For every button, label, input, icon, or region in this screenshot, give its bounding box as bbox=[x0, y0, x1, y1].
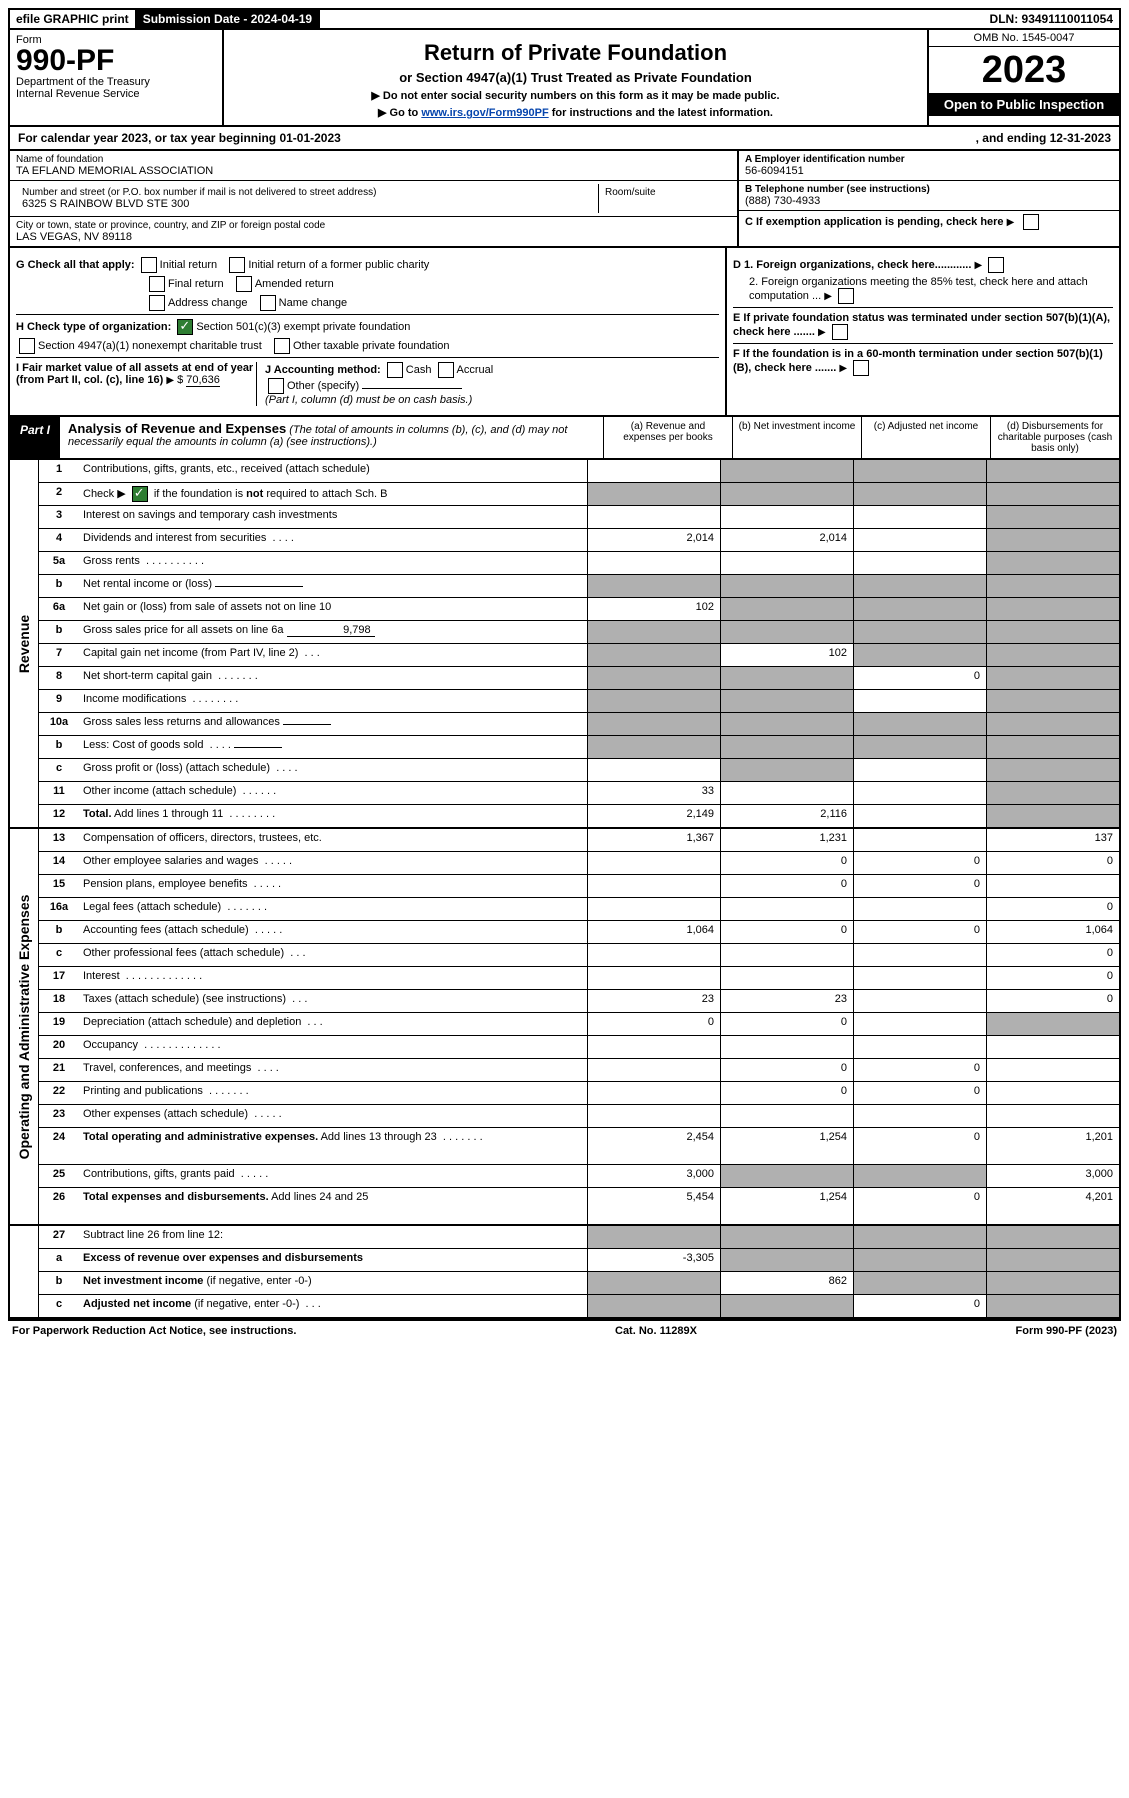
name-change-checkbox[interactable] bbox=[260, 295, 276, 311]
form-title: Return of Private Foundation bbox=[230, 40, 921, 66]
foundation-name-cell: Name of foundation TA EFLAND MEMORIAL AS… bbox=[10, 151, 737, 181]
phone-cell: B Telephone number (see instructions) (8… bbox=[739, 181, 1119, 211]
col-a-header: (a) Revenue and expenses per books bbox=[603, 417, 732, 458]
phone-value: (888) 730-4933 bbox=[745, 195, 1113, 207]
exemption-checkbox[interactable] bbox=[1023, 214, 1039, 230]
expenses-table: Operating and Administrative Expenses 13… bbox=[8, 829, 1121, 1226]
topbar: efile GRAPHIC print Submission Date - 20… bbox=[8, 8, 1121, 30]
part1-title: Analysis of Revenue and Expenses (The to… bbox=[60, 417, 603, 458]
final-return-checkbox[interactable] bbox=[149, 276, 165, 292]
foundation-name: TA EFLAND MEMORIAL ASSOCIATION bbox=[16, 165, 731, 177]
initial-return-checkbox[interactable] bbox=[141, 257, 157, 273]
revenue-table: Revenue 1Contributions, gifts, grants, e… bbox=[8, 460, 1121, 829]
part1-header: Part I Analysis of Revenue and Expenses … bbox=[8, 417, 1121, 460]
omb-number: OMB No. 1545-0047 bbox=[929, 30, 1119, 47]
col-d-header: (d) Disbursements for charitable purpose… bbox=[990, 417, 1119, 458]
calyear-end: , and ending 12-31-2023 bbox=[976, 131, 1111, 145]
exemption-pending-cell: C If exemption application is pending, c… bbox=[739, 211, 1119, 233]
check-right: D 1. Foreign organizations, check here..… bbox=[725, 248, 1119, 415]
efile-print[interactable]: efile GRAPHIC print bbox=[10, 10, 137, 28]
other-taxable-checkbox[interactable] bbox=[274, 338, 290, 354]
city-state-zip: LAS VEGAS, NV 89118 bbox=[16, 231, 731, 243]
check-section: G Check all that apply: Initial return I… bbox=[8, 248, 1121, 417]
open-to-public: Open to Public Inspection bbox=[929, 93, 1119, 116]
form-header: Form 990-PF Department of the Treasury I… bbox=[8, 30, 1121, 127]
ein-cell: A Employer identification number 56-6094… bbox=[739, 151, 1119, 181]
city-cell: City or town, state or province, country… bbox=[10, 217, 737, 246]
page-footer: For Paperwork Reduction Act Notice, see … bbox=[8, 1319, 1121, 1341]
room-suite-label: Room/suite bbox=[605, 187, 725, 198]
amended-return-checkbox[interactable] bbox=[236, 276, 252, 292]
ein-value: 56-6094151 bbox=[745, 165, 1113, 177]
calyear-begin: For calendar year 2023, or tax year begi… bbox=[18, 131, 341, 145]
arrow-icon bbox=[1007, 216, 1018, 228]
507b1b-checkbox[interactable] bbox=[853, 360, 869, 376]
line27-table: 27Subtract line 26 from line 12: aExcess… bbox=[8, 1226, 1121, 1319]
accrual-checkbox[interactable] bbox=[438, 362, 454, 378]
form-ref: Form 990-PF (2023) bbox=[1016, 1325, 1117, 1337]
501c3-checkbox[interactable] bbox=[177, 319, 193, 335]
header-mid: Return of Private Foundation or Section … bbox=[224, 30, 927, 125]
irs: Internal Revenue Service bbox=[16, 88, 216, 100]
tax-year: 2023 bbox=[929, 47, 1119, 93]
instr-1: ▶ Do not enter social security numbers o… bbox=[230, 89, 921, 102]
cash-checkbox[interactable] bbox=[387, 362, 403, 378]
col-b-header: (b) Net investment income bbox=[732, 417, 861, 458]
instr-2: ▶ Go to www.irs.gov/Form990PF for instru… bbox=[230, 106, 921, 119]
header-left: Form 990-PF Department of the Treasury I… bbox=[10, 30, 224, 125]
foreign-org-checkbox[interactable] bbox=[988, 257, 1004, 273]
schb-checkbox[interactable] bbox=[132, 486, 148, 502]
street-address: 6325 S RAINBOW BLVD STE 300 bbox=[22, 198, 592, 210]
calendar-year-row: For calendar year 2023, or tax year begi… bbox=[8, 127, 1121, 151]
former-charity-checkbox[interactable] bbox=[229, 257, 245, 273]
507b1a-checkbox[interactable] bbox=[832, 324, 848, 340]
form-subtitle: or Section 4947(a)(1) Trust Treated as P… bbox=[230, 70, 921, 85]
paperwork-notice: For Paperwork Reduction Act Notice, see … bbox=[12, 1325, 296, 1337]
cat-number: Cat. No. 11289X bbox=[615, 1325, 697, 1337]
info-right: A Employer identification number 56-6094… bbox=[737, 151, 1119, 246]
check-left: G Check all that apply: Initial return I… bbox=[10, 248, 725, 415]
other-method-checkbox[interactable] bbox=[268, 378, 284, 394]
form-number: 990-PF bbox=[16, 46, 216, 76]
part1-tag: Part I bbox=[10, 417, 60, 458]
dept: Department of the Treasury bbox=[16, 76, 216, 88]
4947a1-checkbox[interactable] bbox=[19, 338, 35, 354]
fmv-value: 70,636 bbox=[186, 374, 220, 387]
info-left: Name of foundation TA EFLAND MEMORIAL AS… bbox=[10, 151, 737, 246]
85pct-checkbox[interactable] bbox=[838, 288, 854, 304]
revenue-side-label: Revenue bbox=[10, 460, 39, 827]
address-change-checkbox[interactable] bbox=[149, 295, 165, 311]
submission-date: Submission Date - 2024-04-19 bbox=[137, 10, 320, 28]
header-right: OMB No. 1545-0047 2023 Open to Public In… bbox=[927, 30, 1119, 125]
form990pf-link[interactable]: www.irs.gov/Form990PF bbox=[421, 107, 548, 119]
dln: DLN: 93491110011054 bbox=[984, 10, 1119, 28]
expenses-side-label: Operating and Administrative Expenses bbox=[10, 829, 39, 1224]
info-block: Name of foundation TA EFLAND MEMORIAL AS… bbox=[8, 151, 1121, 248]
col-c-header: (c) Adjusted net income bbox=[861, 417, 990, 458]
address-row: Number and street (or P.O. box number if… bbox=[10, 181, 737, 217]
